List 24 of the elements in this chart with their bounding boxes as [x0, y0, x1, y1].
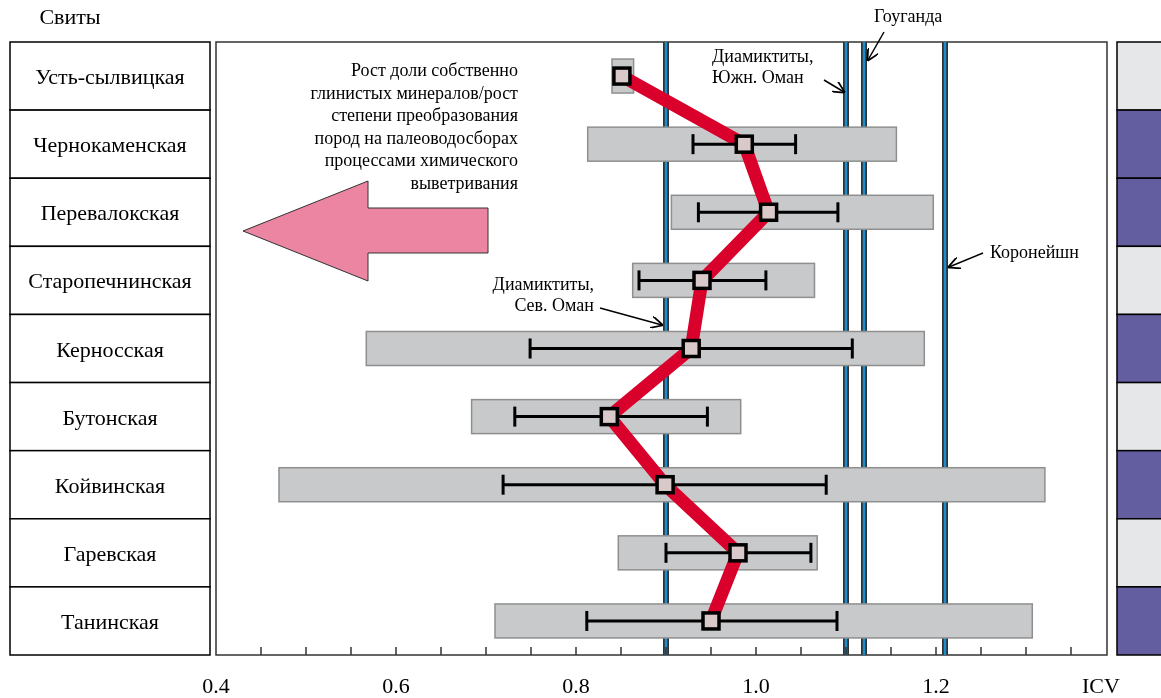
ref-line-label: Диамиктиты, Сев. Оман: [492, 274, 595, 315]
x-tick-label: 0.6: [382, 673, 410, 698]
x-tick-label: 0.4: [202, 673, 230, 698]
y-tick-label: Перевалокская: [40, 200, 180, 226]
bar: [365, 330, 926, 367]
y-tick-label: Керносская: [56, 336, 164, 362]
x-axis-title: ICV: [1082, 673, 1121, 698]
ref-line-label: Гоуганда: [874, 6, 943, 26]
y-tick-label: Чернокаменская: [33, 132, 187, 158]
x-tick-label: 0.8: [562, 673, 590, 698]
ref-line-label: Диамиктиты, Южн. Оман: [712, 46, 814, 87]
y-tick-label: Усть-сылвицкая: [35, 64, 185, 90]
y-tick-label: Бутонская: [62, 404, 158, 430]
bar: [278, 466, 1046, 503]
y-axis-title: Свиты: [39, 4, 101, 29]
bar: [494, 603, 1034, 639]
annotation: Рост доли собственно глинистых минералов/рост степени преобразования пород на палеоводосборах процессами химического выветривания: [310, 60, 519, 193]
y-tick-label: Гаревская: [63, 540, 157, 566]
y-tick-label: Койвинская: [54, 472, 166, 498]
ref-line-label: Коронейшн: [990, 242, 1080, 262]
y-tick-label: Старопечнинская: [28, 268, 192, 294]
y-tick-label: Танинская: [61, 608, 159, 634]
x-tick-label: 1.0: [742, 673, 770, 698]
x-tick-label: 1.2: [922, 673, 950, 698]
